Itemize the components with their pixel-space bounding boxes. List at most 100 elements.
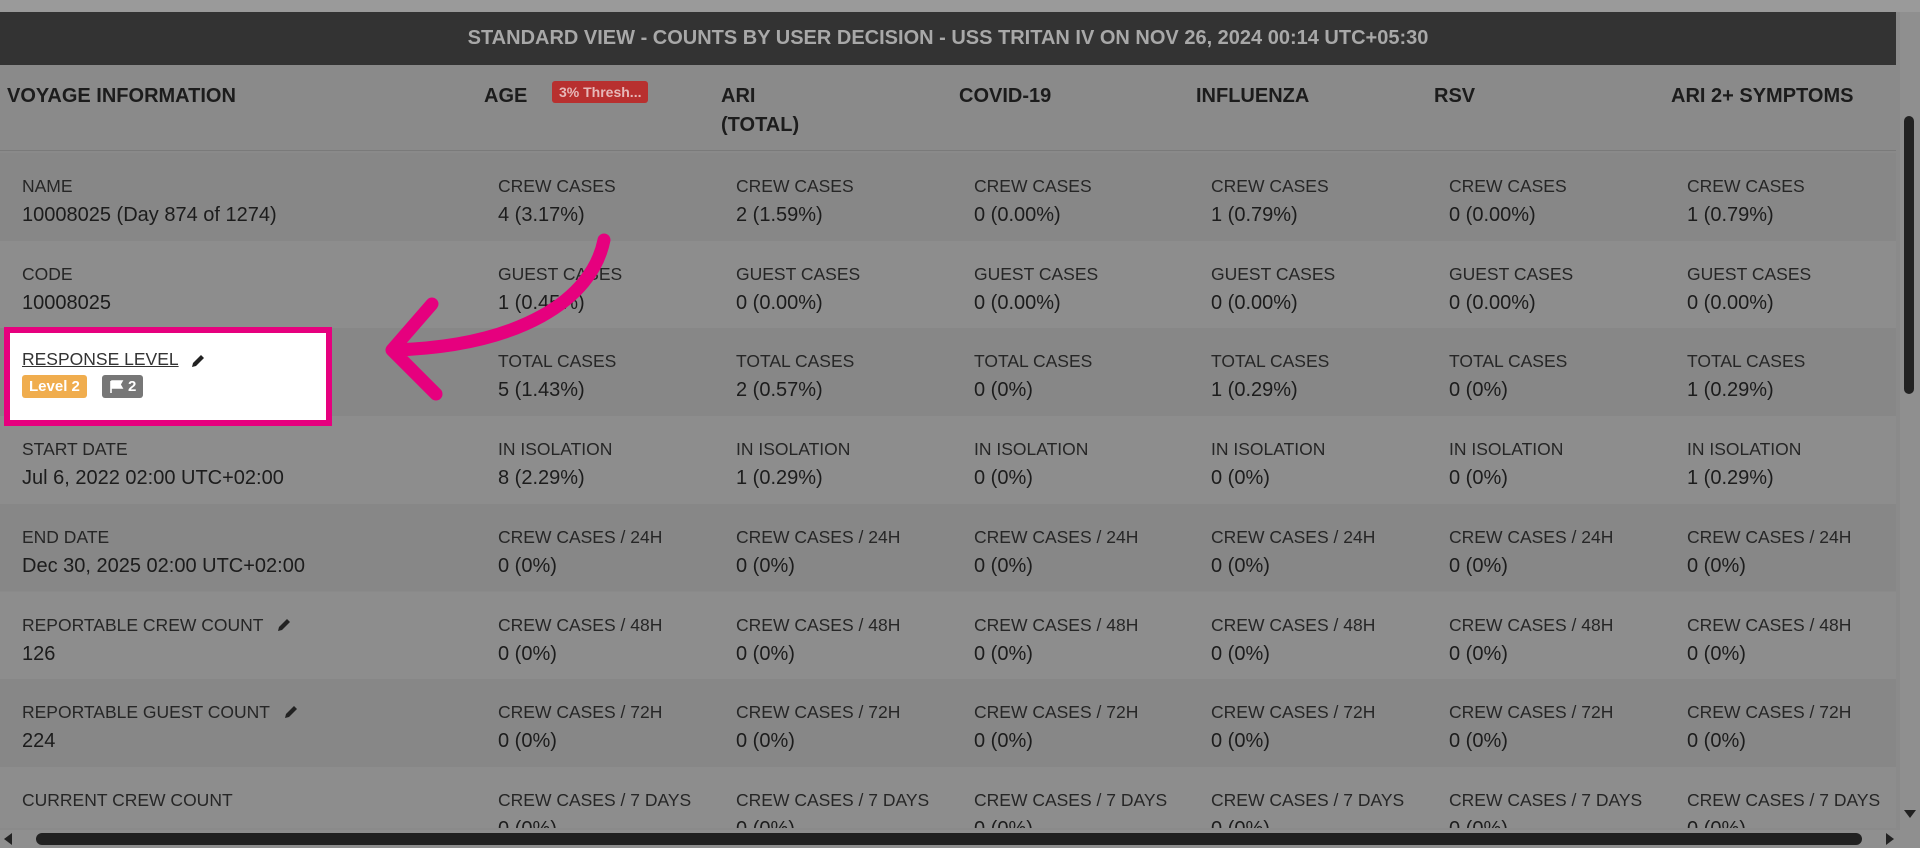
response-level-link[interactable]: RESPONSE LEVEL <box>22 349 179 370</box>
metric-label: CREW CASES / 7 DAYS <box>736 789 930 810</box>
info-label: CODE <box>22 263 73 284</box>
column-header: VOYAGE INFORMATION <box>7 85 236 107</box>
row-band <box>0 679 1896 767</box>
metric-value: 0 (0.00%) <box>1449 204 1536 226</box>
metric-label: CREW CASES / 48H <box>736 614 901 635</box>
row-band <box>0 766 1896 828</box>
metric-value: 2 (1.59%) <box>736 204 823 226</box>
info-value: 10008025 <box>22 291 111 314</box>
level-badge[interactable]: Level 2 <box>22 375 87 398</box>
info-value: Jul 6, 2022 02:00 UTC+02:00 <box>22 467 284 490</box>
edit-icon[interactable] <box>190 353 206 369</box>
metric-value: 0 (0%) <box>1211 730 1270 753</box>
metric-value: 1 (0.29%) <box>1687 379 1774 402</box>
metric-label: TOTAL CASES <box>1211 351 1330 372</box>
metric-label: CREW CASES / 24H <box>1687 526 1852 547</box>
info-value: 126 <box>22 642 56 665</box>
metric-value: 0 (0%) <box>1449 642 1508 665</box>
metric-value: 0 (0.00%) <box>974 291 1061 314</box>
metric-label: CREW CASES <box>1687 176 1805 196</box>
metric-value: 0 (0%) <box>1687 554 1746 577</box>
metric-label: CREW CASES / 72H <box>1449 702 1614 723</box>
metric-value: 5 (1.43%) <box>498 379 585 402</box>
info-value: 224 <box>22 730 56 753</box>
info-label: START DATE <box>22 439 128 460</box>
scroll-thumb[interactable] <box>36 833 1862 845</box>
metric-label: CREW CASES / 48H <box>974 614 1139 635</box>
metric-value: 0 (0%) <box>974 816 1033 828</box>
metric-label: TOTAL CASES <box>974 351 1093 372</box>
metric-value: 1 (0.79%) <box>1687 204 1774 226</box>
metric-value: 0 (0%) <box>498 642 557 665</box>
metric-label: CREW CASES / 7 DAYS <box>1211 789 1405 810</box>
view-title: STANDARD VIEW - COUNTS BY USER DECISION … <box>0 12 1896 65</box>
metric-label: CREW CASES / 7 DAYS <box>498 789 692 810</box>
threshold-badge[interactable]: 3% Thresh... <box>552 81 649 103</box>
info-value: 10008025 (Day 874 of 1274) <box>22 204 277 226</box>
metric-label: CREW CASES / 24H <box>1449 526 1614 547</box>
metric-value: 0 (0%) <box>736 730 795 753</box>
metric-label: GUEST CASES <box>1687 263 1812 284</box>
metric-label: IN ISOLATION <box>736 439 851 460</box>
metric-label: IN ISOLATION <box>498 439 613 460</box>
metric-label: TOTAL CASES <box>498 351 617 372</box>
metric-label: CREW CASES / 24H <box>498 526 663 547</box>
row-band <box>0 416 1896 504</box>
metric-value: 0 (0%) <box>1449 730 1508 753</box>
edit-icon[interactable] <box>283 704 299 720</box>
metric-label: CREW CASES / 48H <box>498 614 663 635</box>
column-header: ARI (TOTAL) <box>721 85 800 136</box>
metric-value: 0 (0%) <box>736 816 795 828</box>
metric-value: 0 (0%) <box>498 816 557 828</box>
metric-value: 0 (0.00%) <box>1211 291 1298 314</box>
metric-value: 0 (0%) <box>1687 730 1746 753</box>
metric-label: GUEST CASES <box>1449 263 1574 284</box>
metric-label: IN ISOLATION <box>1687 439 1802 460</box>
metric-value: 0 (0%) <box>974 379 1033 402</box>
metric-label: GUEST CASES <box>736 263 861 284</box>
metric-label: CREW CASES / 48H <box>1449 614 1614 635</box>
metric-label: CREW CASES / 24H <box>1211 526 1376 547</box>
metric-value: 0 (0%) <box>974 554 1033 577</box>
metric-label: GUEST CASES <box>1211 263 1336 284</box>
flag-badge[interactable]: 2 <box>102 375 144 398</box>
metric-label: TOTAL CASES <box>1449 351 1568 372</box>
metric-label: CREW CASES / 72H <box>498 702 663 723</box>
metric-label: CREW CASES / 7 DAYS <box>1449 789 1643 810</box>
metric-label: IN ISOLATION <box>1211 439 1326 460</box>
metric-value: 0 (0.00%) <box>736 291 823 314</box>
metric-value: 0 (0%) <box>1211 467 1270 490</box>
scroll-down-arrow[interactable] <box>1904 810 1916 818</box>
metric-value: 1 (0.29%) <box>1211 379 1298 402</box>
metric-value: 0 (0%) <box>1449 379 1508 402</box>
column-header: RSV <box>1434 85 1476 107</box>
metric-label: CREW CASES <box>1211 176 1329 196</box>
metric-label: GUEST CASES <box>974 263 1099 284</box>
info-label: REPORTABLE GUEST COUNT <box>22 702 270 723</box>
metric-label: CREW CASES / 72H <box>1211 702 1376 723</box>
metric-value: 0 (0%) <box>1687 642 1746 665</box>
metric-value: 8 (2.29%) <box>498 467 585 490</box>
scroll-right-arrow[interactable] <box>1886 833 1894 845</box>
metric-value: 0 (0%) <box>1449 554 1508 577</box>
column-header: ARI 2+ SYMPTOMS <box>1671 85 1854 107</box>
metric-value: 0 (0.00%) <box>1687 291 1774 314</box>
metric-value: 0 (0%) <box>974 467 1033 490</box>
metric-value: 0 (0%) <box>498 730 557 753</box>
edit-icon[interactable] <box>276 617 292 633</box>
scroll-left-arrow[interactable] <box>4 833 12 845</box>
scroll-thumb[interactable] <box>1904 116 1914 394</box>
column-header: COVID-19 <box>959 85 1052 107</box>
row-band <box>0 503 1896 592</box>
header-divider <box>0 150 1896 151</box>
info-value: -- <box>22 816 35 828</box>
row-band <box>0 153 1896 241</box>
metric-label: CREW CASES / 24H <box>736 526 901 547</box>
metric-value: 0 (0%) <box>736 554 795 577</box>
metric-value: 0 (0%) <box>1687 816 1746 828</box>
metric-value: 0 (0%) <box>498 554 557 577</box>
column-header: INFLUENZA <box>1196 85 1310 107</box>
info-label: REPORTABLE CREW COUNT <box>22 614 264 635</box>
